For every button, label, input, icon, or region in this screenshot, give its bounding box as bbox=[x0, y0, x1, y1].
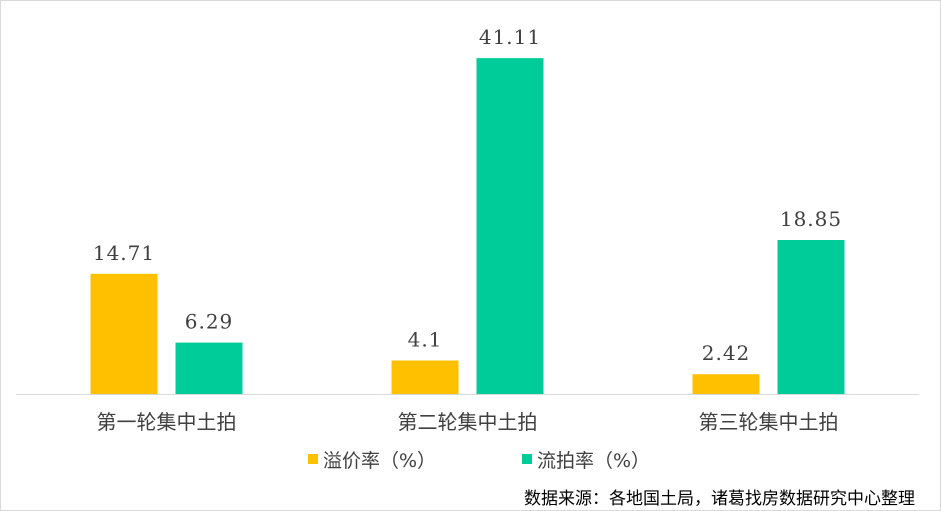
bar-premium-rate-1 bbox=[90, 273, 158, 394]
data-label-premium-rate-3: 2.42 bbox=[702, 341, 751, 365]
data-label-failed-auction-rate-1: 6.29 bbox=[185, 310, 234, 334]
bar-failed-auction-rate-2 bbox=[476, 58, 544, 395]
legend-label-failed-auction-rate: 流拍率（%） bbox=[537, 450, 650, 472]
legend: 溢价率（%） 流拍率（%） bbox=[308, 450, 650, 472]
data-source-note: 数据来源：各地国土局，诸葛找房数据研究中心整理 bbox=[524, 489, 915, 509]
category-label-2: 第二轮集中土拍 bbox=[398, 410, 538, 434]
data-label-premium-rate-2: 4.1 bbox=[408, 328, 443, 352]
bars-layer bbox=[90, 58, 845, 395]
legend-label-premium-rate: 溢价率（%） bbox=[323, 450, 436, 472]
data-label-premium-rate-1: 14.71 bbox=[93, 241, 155, 265]
bar-premium-rate-2 bbox=[391, 360, 459, 394]
category-label-1: 第一轮集中土拍 bbox=[97, 410, 237, 434]
data-label-failed-auction-rate-2: 41.11 bbox=[479, 25, 541, 49]
bar-failed-auction-rate-1 bbox=[175, 342, 243, 394]
bar-failed-auction-rate-3 bbox=[777, 239, 845, 394]
legend-swatch-premium-rate bbox=[308, 454, 318, 464]
data-label-failed-auction-rate-3: 18.85 bbox=[780, 207, 842, 231]
bar-premium-rate-3 bbox=[692, 374, 760, 394]
category-label-3: 第三轮集中土拍 bbox=[699, 410, 839, 434]
labels-layer: 14.71 6.29 4.1 41.11 2.42 18.85 bbox=[93, 25, 842, 365]
category-labels-layer: 第一轮集中土拍 第二轮集中土拍 第三轮集中土拍 bbox=[97, 410, 839, 434]
legend-swatch-failed-auction-rate bbox=[522, 454, 532, 464]
